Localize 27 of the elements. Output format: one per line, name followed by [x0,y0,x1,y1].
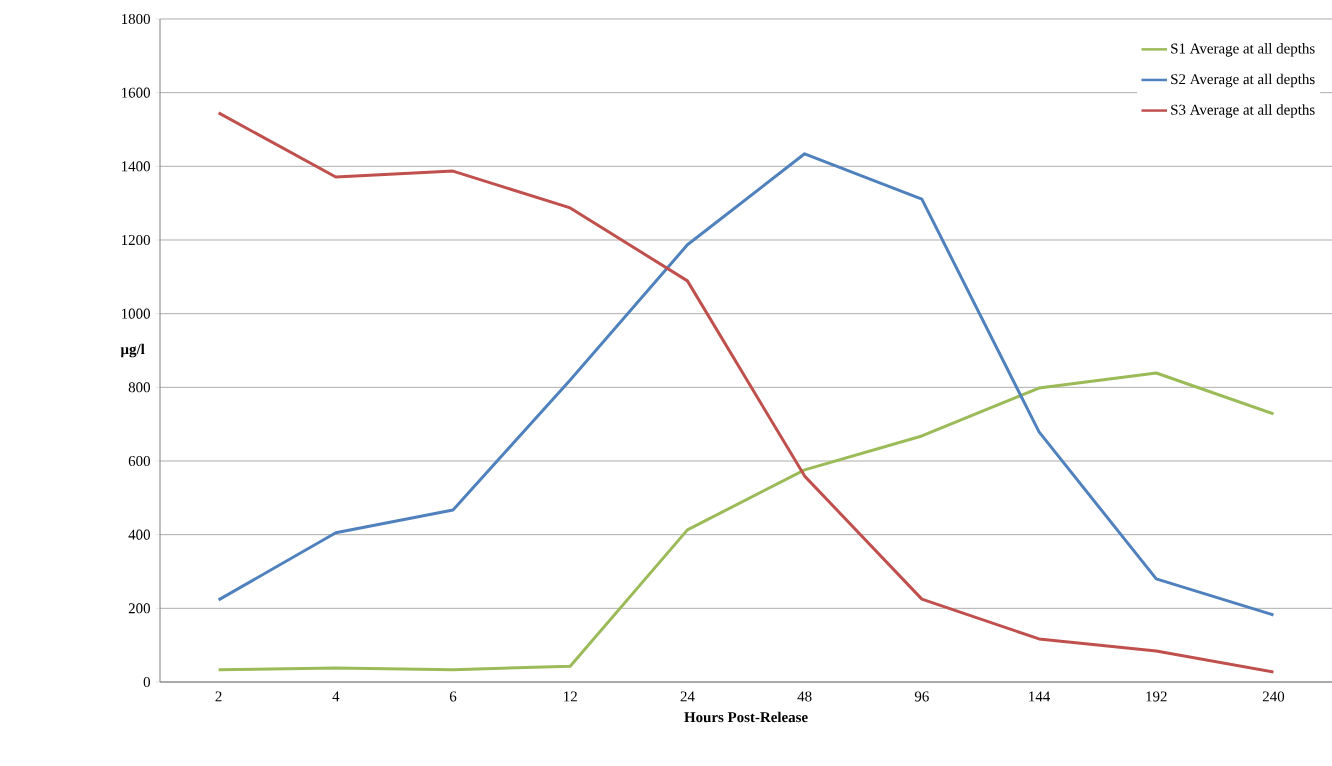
legend-label: S1 Average at all depths [1171,43,1315,57]
y-tick-label: 600 [128,455,150,467]
legend-label: S2 Average at all depths [1171,73,1315,88]
y-tick-label: 1400 [121,161,150,172]
y-axis-title: µg/l [120,343,145,358]
y-tick-label: 1600 [121,87,150,98]
x-tick-label: 6 [449,691,457,702]
y-tick-label: 800 [128,382,150,393]
x-tick-label: 24 [680,691,695,702]
x-tick-label: 2 [215,691,222,702]
y-tick-label: 400 [128,529,150,540]
line-series [217,371,1275,672]
x-tick-label: 144 [1029,691,1051,702]
x-tick-label: 4 [332,691,340,702]
x-tick-label: 96 [914,691,929,702]
x-tick-label: 48 [797,691,812,702]
legend-label: S3 Average at all depths [1171,104,1315,118]
y-tick-label: 200 [128,603,150,614]
x-tick-label: 12 [564,691,577,702]
y-tick-label: 1800 [121,13,150,25]
y-tick-label: 1000 [121,308,150,319]
x-axis-title: Hours Post-Release [684,711,808,723]
y-tick-label: 1200 [121,234,150,246]
x-tick-label: 192 [1146,691,1167,702]
line-series [217,152,1275,617]
y-tick-label: 0 [143,676,150,688]
x-tick-label: 240 [1262,691,1285,702]
